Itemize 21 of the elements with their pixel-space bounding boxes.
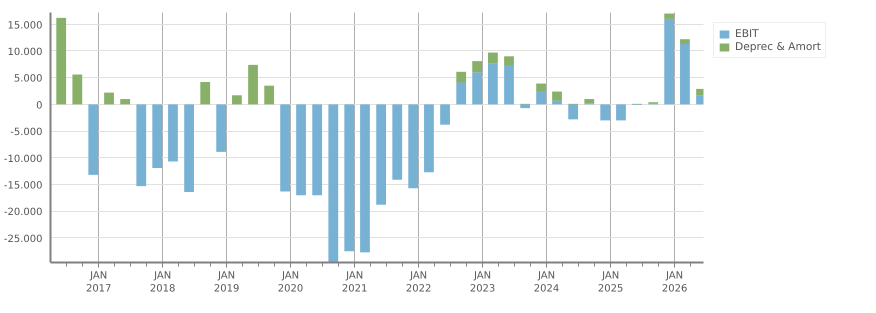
x-tick-label: JAN 2021 bbox=[342, 270, 368, 295]
x-tick-label: JAN 2024 bbox=[534, 270, 560, 295]
y-tick-label: -10.000 bbox=[4, 154, 43, 165]
y-tick-label: -20.000 bbox=[4, 207, 43, 218]
x-tick-label: JAN 2023 bbox=[470, 270, 496, 295]
x-tick-label: JAN 2018 bbox=[150, 270, 176, 295]
y-tick-label: -15.000 bbox=[4, 180, 43, 192]
y-tick-label: 0 bbox=[36, 100, 43, 112]
legend-label: Deprec & Amort bbox=[735, 40, 821, 53]
y-tick-label: -5.000 bbox=[10, 127, 43, 138]
x-tick-label: JAN 2022 bbox=[406, 270, 432, 295]
x-tick-label: JAN 2026 bbox=[662, 270, 688, 295]
x-tick-label: JAN 2019 bbox=[214, 270, 240, 295]
y-tick-label: 15.000 bbox=[8, 20, 43, 32]
x-tick-label: JAN 2020 bbox=[278, 270, 304, 295]
y-tick-label: 5.000 bbox=[14, 74, 43, 85]
y-tick-label: 10.000 bbox=[8, 46, 43, 58]
x-tick-label: JAN 2025 bbox=[598, 270, 624, 295]
legend-label: EBIT bbox=[735, 27, 759, 40]
y-tick-label: -25.000 bbox=[4, 234, 43, 245]
x-tick-label: JAN 2017 bbox=[86, 270, 112, 295]
